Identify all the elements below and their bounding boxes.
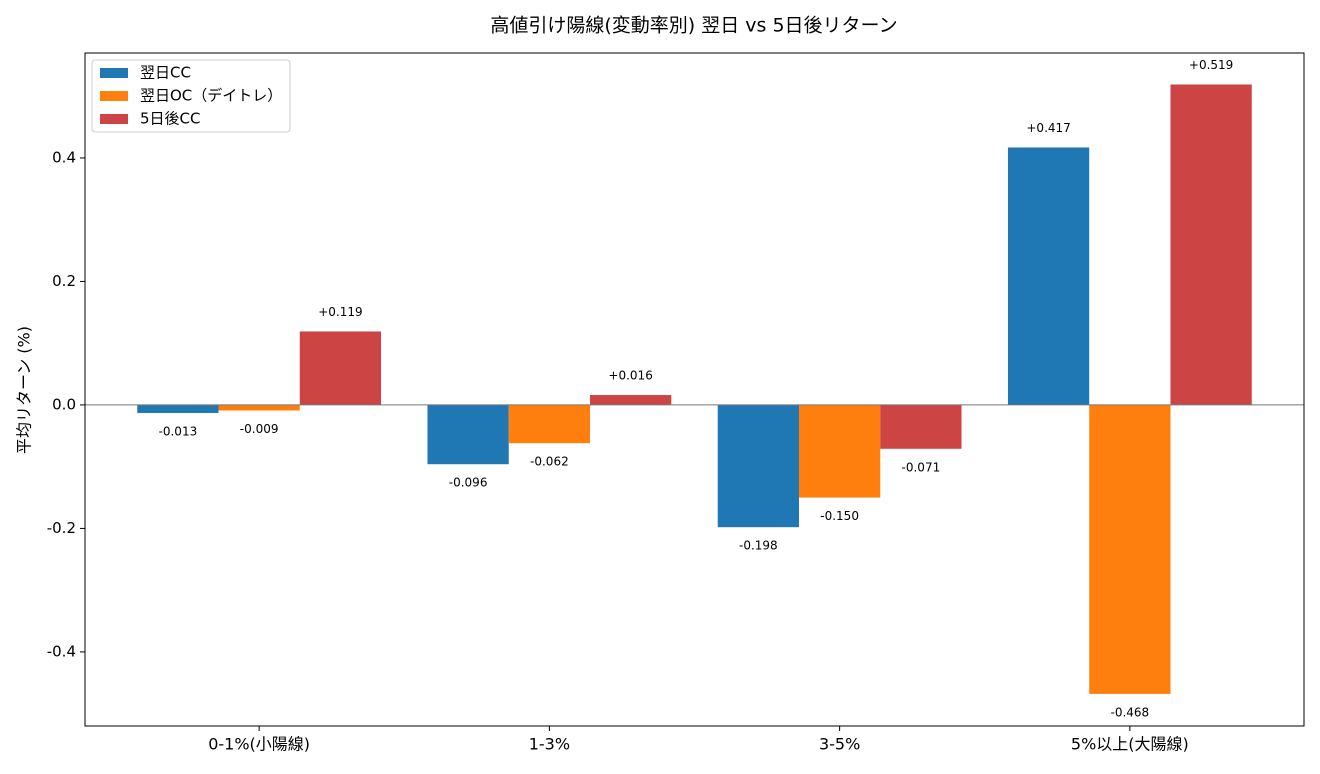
legend-box xyxy=(91,59,291,133)
y-axis-label: 平均リターン (%) xyxy=(15,326,34,454)
legend-label: 5日後CC xyxy=(140,110,201,128)
y-tick-label: 0.2 xyxy=(52,272,76,290)
x-tick-label: 0-1%(小陽線) xyxy=(208,735,310,754)
y-tick-label: -0.2 xyxy=(47,519,76,537)
legend-swatch xyxy=(100,68,128,78)
data-label: -0.062 xyxy=(530,455,569,469)
bar xyxy=(1089,404,1171,694)
data-label: -0.096 xyxy=(449,476,488,490)
data-label: -0.150 xyxy=(820,509,859,523)
y-tick-label: 0.0 xyxy=(52,395,76,413)
bar xyxy=(137,404,219,413)
legend-label: 翌日OC（デイトレ） xyxy=(140,87,282,105)
legend-label: 翌日CC xyxy=(140,64,191,82)
plot-frame xyxy=(84,52,1305,727)
data-label: +0.119 xyxy=(318,305,362,319)
legend-swatch xyxy=(100,91,128,101)
bar xyxy=(508,404,591,444)
bar xyxy=(218,404,300,411)
y-tick-label: 0.4 xyxy=(52,148,76,166)
x-tick-label: 3-5% xyxy=(819,735,860,754)
bar xyxy=(1170,84,1252,405)
data-label: -0.071 xyxy=(902,460,941,474)
x-tick-label: 5%以上(大陽線) xyxy=(1071,735,1189,754)
data-label: -0.198 xyxy=(739,539,778,553)
legend-swatch xyxy=(100,114,128,124)
y-tick-label: -0.4 xyxy=(47,642,76,660)
bar xyxy=(1007,147,1090,405)
bar xyxy=(880,404,962,449)
data-label: -0.468 xyxy=(1111,705,1150,719)
data-label: +0.519 xyxy=(1189,58,1233,72)
data-label: -0.009 xyxy=(240,422,279,436)
bar xyxy=(299,331,382,405)
bar xyxy=(798,404,881,498)
chart-title: 高値引け陽線(変動率別) 翌日 vs 5日後リターン xyxy=(490,15,897,37)
data-label: +0.417 xyxy=(1026,121,1070,135)
bar xyxy=(590,395,672,405)
data-label: -0.013 xyxy=(159,424,198,438)
data-label: +0.016 xyxy=(608,369,652,383)
bar xyxy=(427,404,509,465)
bar xyxy=(717,404,799,528)
x-tick-label: 1-3% xyxy=(529,735,570,754)
